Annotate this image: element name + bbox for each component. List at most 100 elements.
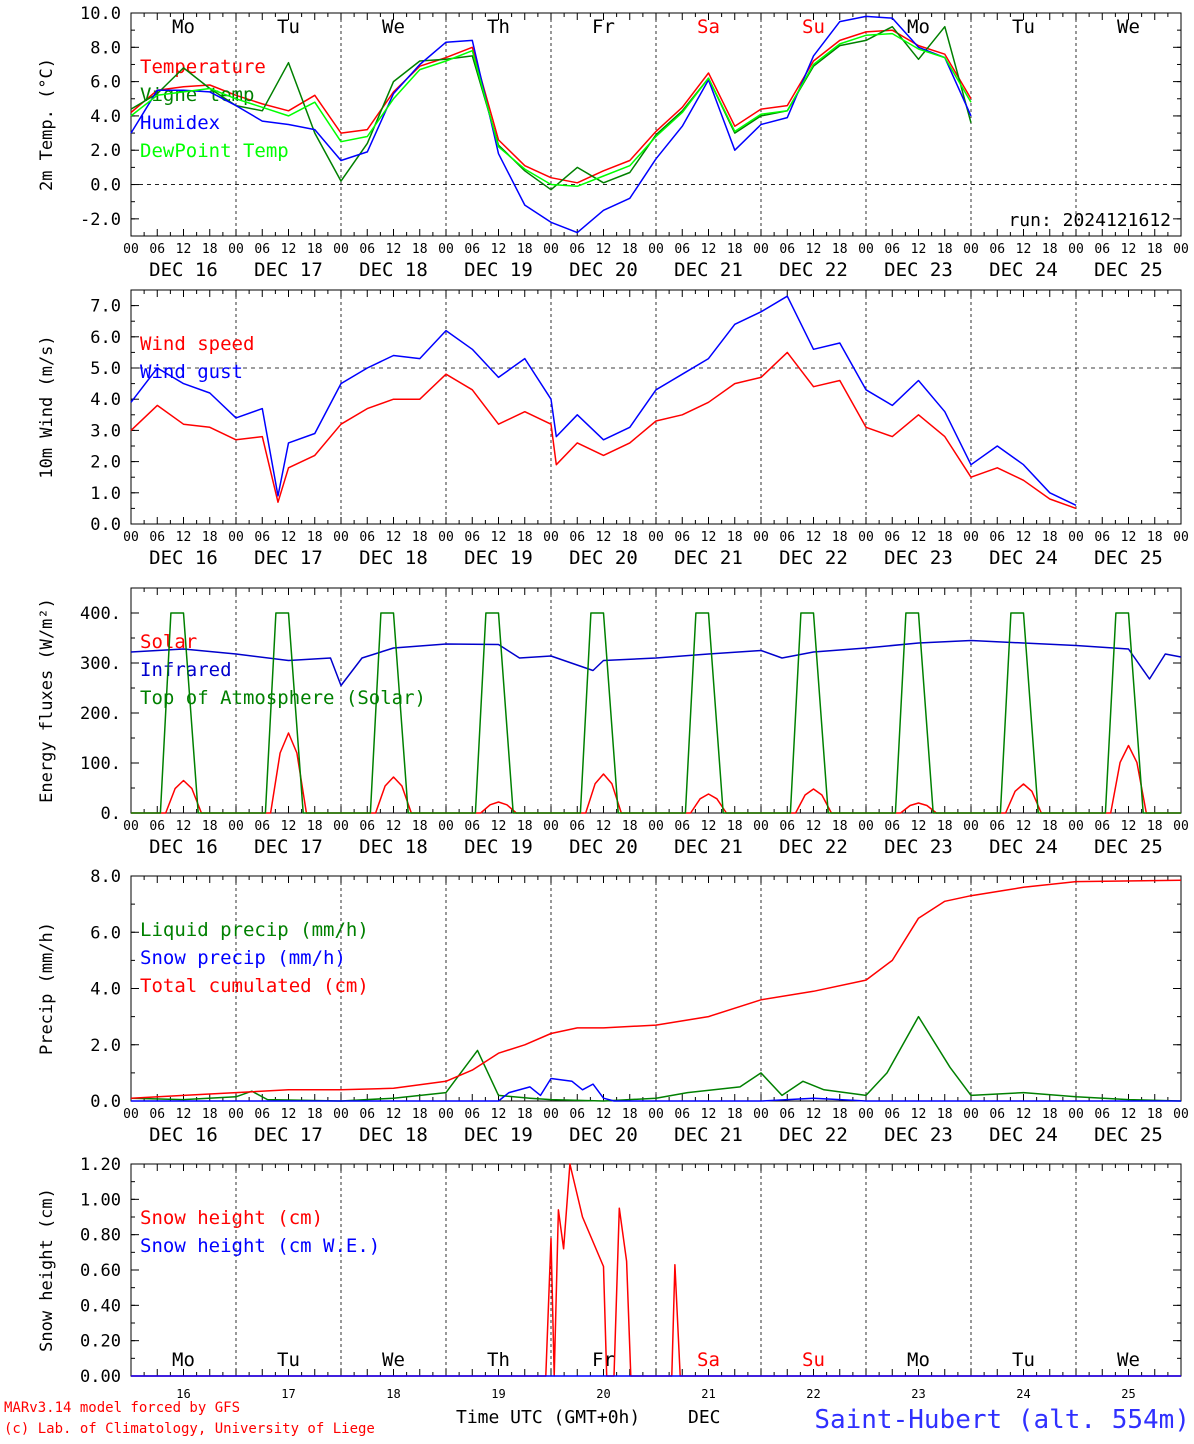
x-hour-label: 06 — [359, 819, 375, 834]
x-hour-label: 00 — [858, 530, 874, 545]
x-hour-label: 18 — [1147, 242, 1163, 257]
x-day-label: DEC 23 — [884, 547, 953, 569]
x-hour-label: 12 — [281, 530, 297, 545]
y-tick-label: 4.0 — [90, 390, 121, 410]
legend-entry: Liquid precip (mm/h) — [140, 919, 369, 941]
x-hour-label: 06 — [149, 530, 165, 545]
y-tick-label: 5.0 — [90, 359, 121, 379]
legend-entry: DewPoint Temp — [140, 140, 289, 162]
x-hour-label: 18 — [1147, 530, 1163, 545]
x-hour-label: 12 — [701, 530, 717, 545]
panel-1: -2.0 0.0 2.0 4.0 6.0 8.0 10.0 2m Temp. (°C) 00 06… — [37, 4, 1189, 281]
x-hour-label: 18 — [937, 1107, 953, 1122]
x-hour-label: 12 — [176, 530, 192, 545]
x-day-label: DEC 21 — [674, 547, 743, 569]
x-hour-label: 06 — [884, 242, 900, 257]
x-hour-label: 00 — [123, 819, 139, 834]
x-day-label: DEC 20 — [569, 259, 638, 281]
bottom-day-number: 21 — [701, 1387, 715, 1401]
legend-entry: Top of Atmosphere (Solar) — [140, 687, 426, 709]
x-hour-label: 12 — [1016, 819, 1032, 834]
x-hour-label: 12 — [806, 242, 822, 257]
x-hour-label: 00 — [1173, 819, 1189, 834]
legend-entry: Snow height (cm) — [140, 1207, 323, 1229]
x-hour-label: 00 — [648, 1107, 664, 1122]
x-hour-label: 00 — [858, 242, 874, 257]
run-label: run: 2024121612 — [1008, 210, 1171, 231]
x-hour-label: 18 — [1042, 1107, 1058, 1122]
bottom-day-number: 19 — [491, 1387, 505, 1401]
x-hour-label: 18 — [202, 530, 218, 545]
x-hour-label: 12 — [491, 819, 507, 834]
x-day-label: DEC 18 — [359, 547, 428, 569]
x-day-label: DEC 19 — [464, 1124, 533, 1146]
bottom-day-number: 18 — [386, 1387, 400, 1401]
bottom-day-number: 24 — [1016, 1387, 1030, 1401]
x-hour-label: 18 — [622, 530, 638, 545]
x-hour-label: 00 — [963, 242, 979, 257]
panel-2: 0.0 1.0 2.0 3.0 4.0 5.0 6.0 7.0 10m Wind (m/s) 00… — [37, 289, 1189, 569]
x-hour-label: 12 — [806, 530, 822, 545]
y-tick-label: 400. — [80, 604, 121, 624]
weekday-label: Mo — [172, 16, 195, 38]
y-tick-label: 6.0 — [90, 73, 121, 93]
x-hour-label: 00 — [1068, 242, 1084, 257]
x-hour-label: 06 — [149, 1107, 165, 1122]
bottom-day-number: 20 — [596, 1387, 610, 1401]
x-hour-label: 12 — [701, 1107, 717, 1122]
bottom-day-number: 17 — [281, 1387, 295, 1401]
x-hour-label: 06 — [674, 1107, 690, 1122]
legend-entry: Infrared — [140, 659, 232, 681]
x-hour-label: 06 — [779, 242, 795, 257]
x-hour-label: 00 — [228, 530, 244, 545]
weekday-label: Mo — [907, 1349, 930, 1371]
weekday-label: Su — [802, 16, 825, 38]
series-line-top-of-atmosphere-solar- — [131, 612, 1181, 814]
x-hour-label: 06 — [569, 819, 585, 834]
y-tick-label: 6.0 — [90, 328, 121, 348]
x-hour-label: 12 — [176, 1107, 192, 1122]
x-hour-label: 00 — [1068, 530, 1084, 545]
x-hour-label: 00 — [648, 530, 664, 545]
x-hour-label: 12 — [596, 1107, 612, 1122]
y-tick-label: 0.0 — [90, 515, 121, 535]
x-hour-label: 00 — [648, 242, 664, 257]
x-day-label: DEC 17 — [254, 836, 323, 858]
x-hour-label: 06 — [254, 242, 270, 257]
x-hour-label: 12 — [176, 242, 192, 257]
station-name: Saint-Hubert (alt. 554m) — [814, 1405, 1190, 1435]
y-tick-label: 4.0 — [90, 980, 121, 1000]
x-day-label: DEC 21 — [674, 259, 743, 281]
x-hour-label: 12 — [806, 819, 822, 834]
x-hour-label: 06 — [1094, 1107, 1110, 1122]
x-hour-label: 12 — [806, 1107, 822, 1122]
x-hour-label: 00 — [228, 1107, 244, 1122]
panel-5: 0.00 0.20 0.40 0.60 0.80 1.00 1.20 Snow height … — [37, 1155, 1182, 1387]
x-hour-label: 06 — [254, 530, 270, 545]
x-hour-label: 06 — [884, 1107, 900, 1122]
x-hour-label: 12 — [911, 242, 927, 257]
x-hour-label: 18 — [307, 819, 323, 834]
y-axis-title: Energy fluxes (W/m²) — [37, 598, 57, 803]
x-hour-label: 18 — [307, 530, 323, 545]
x-hour-label: 06 — [569, 242, 585, 257]
series-line-total-cumulated-cm- — [130, 879, 1182, 1099]
x-day-label: DEC 25 — [1094, 259, 1163, 281]
series-line-temperature — [130, 29, 972, 184]
x-hour-label: 12 — [386, 530, 402, 545]
x-hour-label: 06 — [464, 242, 480, 257]
x-hour-label: 18 — [517, 530, 533, 545]
x-day-label: DEC 20 — [569, 836, 638, 858]
y-tick-label: 7.0 — [90, 297, 121, 317]
x-day-label: DEC 24 — [989, 547, 1058, 569]
x-hour-label: 06 — [149, 242, 165, 257]
x-hour-label: 06 — [359, 1107, 375, 1122]
x-day-label: DEC 19 — [464, 547, 533, 569]
series-line-humidex — [130, 15, 972, 234]
weekday-label: Th — [487, 1349, 510, 1371]
weekday-label: Sa — [697, 16, 720, 38]
bottom-day-number: 25 — [1121, 1387, 1135, 1401]
weekday-label: We — [1117, 1349, 1140, 1371]
weekday-label: We — [1117, 16, 1140, 38]
